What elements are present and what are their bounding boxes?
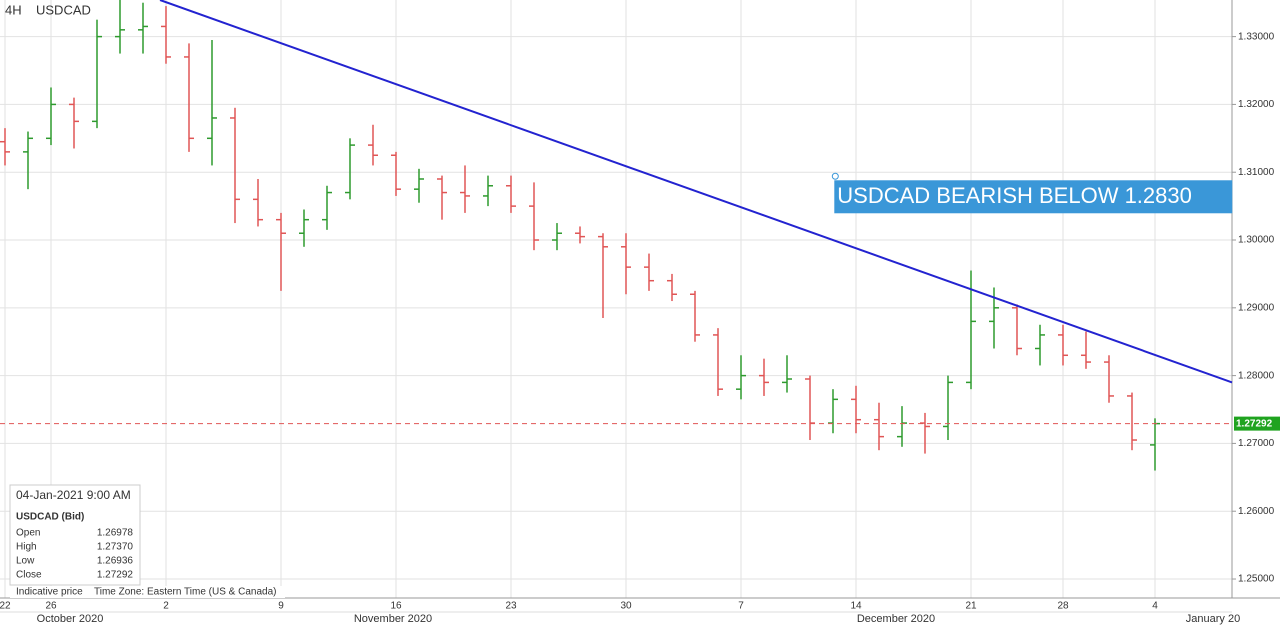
x-tick-label: 23 [505,601,517,612]
y-tick-label: 1.27000 [1238,438,1275,449]
annotation-anchor [831,172,839,180]
last-price-label: 1.27292 [1236,418,1273,429]
info-label: High [16,542,37,553]
info-date: 04-Jan-2021 9:00 AM [16,488,131,502]
info-value: 1.27370 [97,542,134,553]
y-tick-label: 1.28000 [1238,370,1275,381]
y-tick-label: 1.26000 [1238,506,1275,517]
footer-text: Indicative price [16,587,83,598]
month-label: November 2020 [354,613,432,625]
y-tick-label: 1.31000 [1238,167,1275,178]
annotation-text: USDCAD BEARISH BELOW 1.2830 [837,183,1192,208]
info-label: Open [16,528,40,539]
last-price-box [1234,416,1280,431]
month-label: January 20 [1186,613,1240,625]
x-tick-label: 7 [738,601,744,612]
x-tick-label: 16 [390,601,402,612]
x-tick-label: 2 [163,601,169,612]
y-tick-label: 1.30000 [1238,235,1275,246]
month-label: December 2020 [857,613,935,625]
x-tick-label: 4 [1152,601,1158,612]
symbol: USDCAD [36,2,91,17]
x-tick-label: 22 [0,601,11,612]
x-tick-label: 21 [965,601,977,612]
x-tick-label: 28 [1057,601,1069,612]
y-tick-label: 1.33000 [1238,31,1275,42]
marks [0,0,1160,471]
info-value: 1.26978 [97,528,134,539]
info-label: Low [16,556,35,567]
info-panel [9,484,141,586]
y-tick-label: 1.25000 [1238,574,1275,585]
info-value: 1.27292 [97,570,134,581]
x-tick-label: 30 [620,601,632,612]
x-tick-label: 9 [278,601,284,612]
info-box: 04-Jan-2021 9:00 AM USDCAD (Bid) Open 1.… [9,484,141,586]
footer-text: Time Zone: Eastern Time (US & Canada) [94,587,276,598]
y-tick-label: 1.32000 [1238,99,1275,110]
info-title: USDCAD (Bid) [16,512,84,523]
x-tick-label: 26 [45,601,57,612]
trendline [159,0,1233,384]
y-tick-label: 1.29000 [1238,302,1275,313]
month-label: October 2020 [37,613,104,625]
info-label: Close [16,570,42,581]
timeframe: 4H [5,2,22,17]
info-value: 1.26936 [97,556,134,567]
annotation-box [834,180,1233,214]
x-tick-label: 14 [850,601,862,612]
footer-bg [10,586,285,598]
